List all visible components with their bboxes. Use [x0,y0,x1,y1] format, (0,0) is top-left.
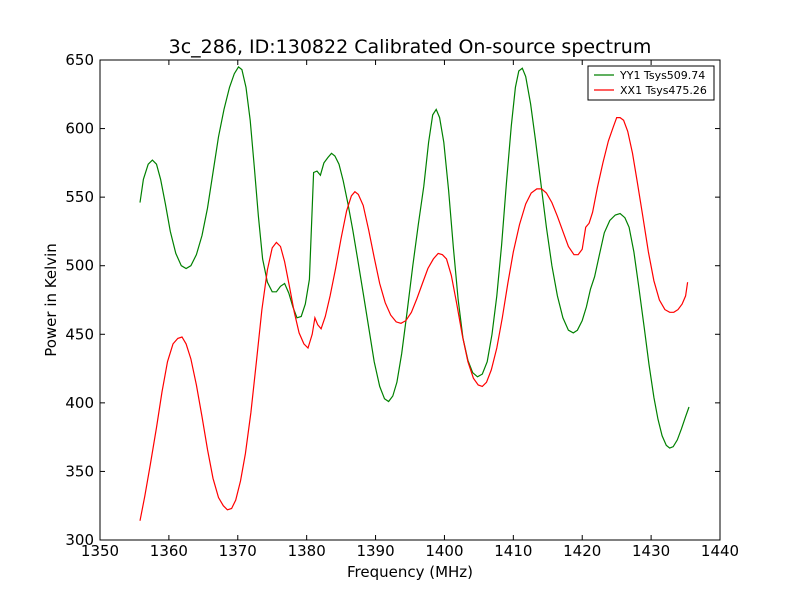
series-line-2 [139,117,689,521]
legend-entry-label: YY1 Tsys509.74 [619,69,705,82]
y-tick-label: 550 [65,188,94,206]
y-tick-label: 450 [65,325,94,343]
x-tick-label: 1350 [81,542,119,560]
y-tick-label: 600 [65,120,94,138]
y-tick-label: 650 [65,51,94,69]
x-tick-label: 1410 [494,542,532,560]
y-axis: 300 350 400 450 500 550 600 650 [65,51,720,549]
x-tick-label: 1380 [288,542,326,560]
x-tick-label: 1390 [356,542,394,560]
y-tick-label: 350 [65,462,94,480]
x-axis: 1350 1360 1370 1380 1390 1400 1410 1420 1430 1440 [81,60,739,560]
plot-frame [99,59,721,541]
x-axis-label: Frequency (MHz) [347,563,473,581]
x-tick-label: 1400 [425,542,463,560]
plot-area [99,59,721,541]
x-tick-label: 1430 [632,542,670,560]
y-axis-label: Power in Kelvin [42,243,60,357]
y-tick-label: 400 [65,394,94,412]
x-tick-label: 1440 [701,542,739,560]
legend: YY1 Tsys509.74 XX1 Tsys475.26 [587,65,715,101]
legend-box [587,65,715,101]
y-tick-label: 500 [65,257,94,275]
y-tick-label: 300 [65,531,94,549]
series-line-1 [139,66,690,449]
x-tick-label: 1420 [563,542,601,560]
chart-title: 3c_286, ID:130822 Calibrated On-source s… [169,36,652,58]
legend-entry-label: XX1 Tsys475.26 [620,84,707,97]
x-tick-label: 1370 [219,542,257,560]
x-tick-label: 1360 [150,542,188,560]
